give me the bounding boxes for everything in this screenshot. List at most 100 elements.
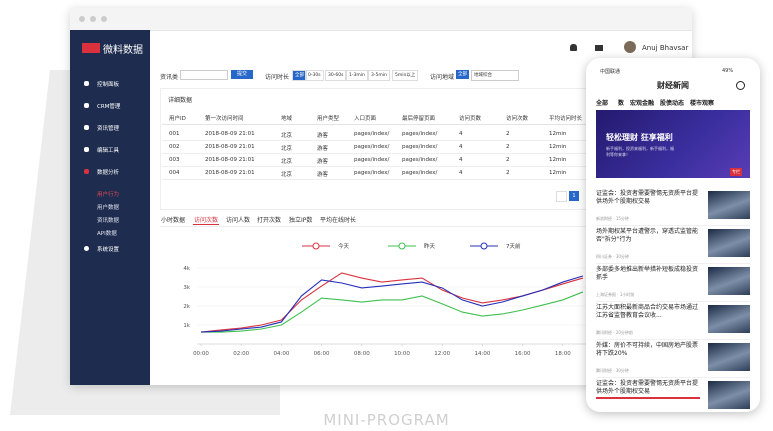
news-title: 场外期权某平台遭警示，穿透式监管能否"拆分"行为 [596,228,699,243]
table-cell: 4 [459,144,463,150]
submenu-item[interactable]: 用户行为 [97,192,120,198]
news-divider [596,301,750,302]
table-cell: 003 [169,157,180,163]
menu-icon [84,81,89,86]
battery: 49% [722,68,734,74]
region-select[interactable]: 地域综合 [471,70,519,81]
close-icon[interactable] [736,81,745,90]
menu-icon [84,103,89,108]
chart-tab[interactable]: 打开次数 [257,217,282,224]
duration-option[interactable]: 1-3min [346,70,368,81]
menu-item[interactable]: 资讯管理 [97,126,120,132]
news-item[interactable]: 证监会：投资者需要警惕无资质平台提供场外个股期权交易 新浪财经 · 15分钟 [596,190,750,226]
submenu-item[interactable]: 用户数据 [97,205,120,211]
duration-option[interactable]: 30-60s [325,70,347,81]
legend-marker [480,242,488,250]
news-title: 证监会：投资者需要警惕无资质平台提供场外个股期权交易 [596,380,699,395]
table-cell: 4 [459,157,463,163]
row-rule [162,153,588,154]
prev-page[interactable] [556,191,567,202]
table-cell: pages/index/ [354,157,390,163]
news-thumb [708,267,750,295]
table-cell: 2018-08-09 21:01 [205,170,255,176]
table-cell: 北京 [281,146,293,152]
banner-title: 轻松理财 狂享福利 [606,133,673,142]
table-cell: pages/index/ [402,157,438,163]
menu-item[interactable]: 系统设置 [97,247,120,253]
chart-tab[interactable]: 平均在线时长 [320,217,357,224]
table-cell: pages/index/ [354,144,390,150]
x-tick-label: 12:00 [434,351,450,357]
user-name[interactable]: Anuj Bhavsar [642,44,689,52]
news-item[interactable]: 场外期权某平台遭警示，穿透式监管能否"拆分"行为四川证券 · 30分钟 [596,228,750,264]
row-rule [162,179,588,180]
menu-item[interactable]: CRM管理 [97,104,121,110]
news-title: 外媒：房价不可持续，中国房地产股票将下跌20% [596,342,699,357]
tab-rule [160,226,590,227]
table-cell: 北京 [281,172,293,178]
mail-icon[interactable] [595,45,603,51]
avatar[interactable] [624,41,636,53]
x-tick-label: 14:00 [474,351,490,357]
menu-item[interactable]: 数据分析 [97,170,120,176]
select[interactable] [180,70,228,80]
news-item[interactable]: 多部委多地推出新举措补短板成稳投资抓手上海证券报 · 1小时前 [596,266,750,302]
news-thumb [708,343,750,371]
news-divider [596,225,750,226]
news-item[interactable]: 证监会：投资者需要警惕无资质平台提供场外个股期权交易 [596,380,750,412]
y-tick-label: 1k [183,323,190,329]
news-title: 多部委多地推出新举措补短板成稳投资抓手 [596,266,699,281]
table-cell: 游客 [317,146,329,152]
chart-tab[interactable]: 访问次数 [194,217,219,224]
news-thumb [708,305,750,333]
table-cell: pages/index/ [402,144,438,150]
duration-option[interactable]: 3-5min [368,70,390,81]
table-cell: 002 [169,144,180,150]
row-rule [162,140,588,141]
news-source: 四川证券 · 30分钟 [596,254,629,259]
table-header: 平均访问时长 [549,116,583,122]
duration-option[interactable]: 5min以上 [392,70,419,81]
menu-item[interactable]: 编辑工具 [97,148,120,154]
menu-item[interactable]: 控制面板 [97,82,120,88]
table-cell: 2 [506,131,510,137]
phone-tab[interactable]: 宏观金融 [630,100,655,107]
legend-label: 7天前 [506,242,521,250]
bell-icon[interactable] [570,44,577,51]
title-bar [70,8,692,31]
news-item[interactable]: 江苏大面积最新商品合约交易市场通过江苏省监督教育会议收... 腾讯财经 · 20分… [596,304,750,340]
table-cell: 12min [549,131,567,137]
filter-label: 访问地域 [430,74,455,81]
x-tick-label: 08:00 [354,351,370,357]
news-item[interactable]: 外媒：房价不可持续，中国房地产股票将下跌20% 腾讯财经 · 30分钟 [596,342,750,378]
submenu-item[interactable]: 资讯数据 [97,218,120,224]
table-cell: 2018-08-09 21:01 [205,144,255,150]
x-tick-label: 00:00 [193,351,209,357]
duration-option[interactable]: 全部 [292,70,307,81]
region-all[interactable]: 全部 [456,70,469,79]
news-source: 上海证券报 · 1小时前 [596,292,635,297]
news-title: 江苏大面积最新商品合约交易市场通过江苏省监督教育会议收... [596,304,699,319]
phone-tab[interactable]: 股债动态 [660,100,685,107]
phone-tab[interactable]: 数 [618,100,625,107]
logo-mark [82,43,100,53]
phone-tab[interactable]: 楼市观察 [690,100,715,107]
table-cell: 北京 [281,133,293,139]
duration-option[interactable]: 0-30s [305,70,324,81]
table-cell: 12min [549,157,567,163]
submit-button[interactable]: 提交 [231,70,253,79]
submenu-item[interactable]: API数据 [97,231,117,237]
phone-tab[interactable]: 全部 [596,100,609,107]
chart-tab[interactable]: 独立IP数 [289,217,313,224]
banner[interactable]: 轻松理财 狂享福利 新手福利，投资来福利，新手福利，福利等你来拿！ 专栏 [596,110,750,178]
chart-tab[interactable]: 小时数据 [161,217,186,224]
table-cell: 2018-08-09 21:01 [205,157,255,163]
page-button[interactable]: 1 [569,191,579,201]
news-thumb [708,191,750,219]
chart-tab[interactable]: 访问人数 [226,217,251,224]
news-source: 腾讯财经 · 30分钟 [596,368,629,373]
news-source: 新浪财经 · 15分钟 [596,216,629,221]
x-tick-label: 18:00 [555,351,571,357]
logo-text: 微料数据 [103,45,143,56]
scroll-indicator [596,397,700,399]
